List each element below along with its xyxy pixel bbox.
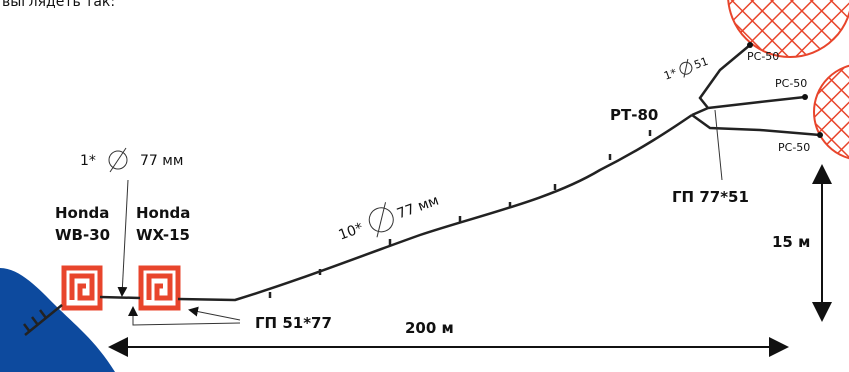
nozzle-label: РС-50 (778, 141, 810, 154)
caption: выглядеть так: (2, 0, 115, 10)
target-area (727, 0, 849, 58)
pump-label: WX-15 (136, 226, 190, 244)
pump-label: Honda (55, 204, 109, 222)
hose-size: 77 мм (140, 153, 183, 169)
nozzle-label: РС-50 (775, 77, 807, 90)
adapter-label: ГП 77*51 (672, 188, 749, 206)
pump-label: WB-30 (55, 226, 110, 244)
water (0, 268, 115, 372)
pump-label: Honda (136, 204, 190, 222)
pump (61, 265, 181, 311)
hose-count: 1* (80, 153, 96, 169)
hose-size: 51 (692, 55, 710, 72)
target-area (813, 64, 849, 160)
hose-count: 1* (662, 66, 679, 83)
diameter-icon (108, 147, 128, 173)
hose (23, 42, 823, 336)
height-label: 15 м (772, 233, 810, 251)
adapter-label: ГП 51*77 (255, 314, 332, 332)
splitter-label: РТ-80 (610, 106, 658, 124)
distance-label: 200 м (405, 319, 454, 337)
hose-count: 10* (337, 220, 366, 244)
hose-size: 77 мм (395, 193, 441, 223)
nozzle-label: РС-50 (747, 50, 779, 63)
